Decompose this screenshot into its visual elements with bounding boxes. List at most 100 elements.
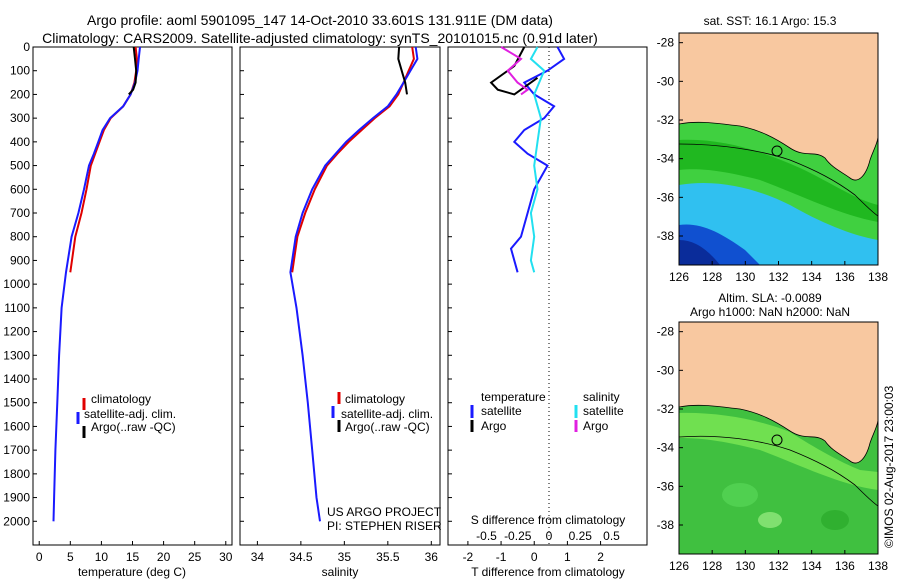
sla-eddy bbox=[722, 483, 758, 507]
depth-tick-label: 100 bbox=[10, 64, 30, 78]
depth-tick-label: 1800 bbox=[3, 467, 30, 481]
series-line-salinity-argo bbox=[500, 46, 530, 96]
depth-tick-label: 1600 bbox=[3, 419, 30, 433]
legend-title-salinity: salinity bbox=[583, 390, 620, 404]
temperature-xlabel: temperature (deg C) bbox=[78, 565, 186, 579]
temperature-legend: climatology satellite-adj. clim. Argo(..… bbox=[76, 392, 176, 438]
lon-tick-label: 130 bbox=[735, 270, 755, 284]
x-tick-label: 25 bbox=[188, 550, 202, 564]
x-tick-label: 2 bbox=[597, 550, 604, 564]
series-line-climatology bbox=[291, 46, 415, 273]
lon-tick-label: 138 bbox=[868, 270, 888, 284]
lon-tick-label: 136 bbox=[835, 270, 855, 284]
depth-tick-label: 600 bbox=[10, 182, 30, 196]
imos-credit: ©IMOS 02-Aug-2017 23:00:03 bbox=[882, 385, 896, 548]
shelf-contour bbox=[679, 435, 878, 507]
x-tick-label: 34 bbox=[251, 550, 265, 564]
depth-tick-label: 1200 bbox=[3, 325, 30, 339]
plot-title-line2: Climatology: CARS2009. Satellite-adjuste… bbox=[42, 30, 598, 46]
x-tick-label: 30 bbox=[219, 550, 233, 564]
lon-tick-label: 126 bbox=[669, 270, 689, 284]
plot-title-line1: Argo profile: aoml 5901095_147 14-Oct-20… bbox=[87, 12, 553, 28]
lon-tick-label: 138 bbox=[868, 559, 888, 573]
sla-shelf-band bbox=[679, 412, 878, 490]
t-difference-label: T difference from climatology bbox=[471, 565, 625, 579]
argo-position-marker bbox=[771, 145, 783, 157]
legend-label-climatology: climatology bbox=[91, 392, 151, 406]
salinity-legend: climatology satellite-adj. clim. Argo(..… bbox=[331, 392, 433, 434]
lat-tick-label: -28 bbox=[657, 325, 675, 339]
sla-map-title: Altim. SLA: -0.0089 bbox=[718, 291, 822, 305]
legend-label-argo: Argo(..raw -QC) bbox=[91, 420, 176, 434]
legend-label-satellite: satellite-adj. clim. bbox=[341, 407, 433, 421]
depth-tick-label: 1700 bbox=[3, 443, 30, 457]
argo-position-marker bbox=[771, 434, 783, 446]
legend-label-s-argo: Argo bbox=[583, 419, 609, 433]
series-line-climatology bbox=[69, 46, 138, 273]
lat-tick-label: -30 bbox=[657, 363, 675, 377]
depth-tick-label: 300 bbox=[10, 111, 30, 125]
depth-tick-label: 1400 bbox=[3, 372, 30, 386]
lon-tick-label: 128 bbox=[702, 559, 722, 573]
lon-tick-label: 130 bbox=[735, 559, 755, 573]
series-line-satellite-adj-clim bbox=[289, 46, 419, 522]
sst-warm-band bbox=[679, 139, 878, 222]
depth-tick-label: 2000 bbox=[3, 514, 30, 528]
lon-tick-label: 126 bbox=[669, 559, 689, 573]
s-tick-label: 0.25 bbox=[569, 529, 593, 543]
x-tick-label: 20 bbox=[157, 550, 171, 564]
x-tick-label: 34.5 bbox=[289, 550, 313, 564]
series-line-argo-raw-qc bbox=[128, 46, 138, 96]
legend-label-argo: Argo(..raw -QC) bbox=[345, 420, 430, 434]
legend-label-t-argo: Argo bbox=[481, 419, 507, 433]
series-line-temperature-satellite bbox=[509, 46, 566, 273]
sla-eddy bbox=[758, 512, 782, 528]
lon-tick-label: 132 bbox=[768, 559, 788, 573]
series-line-salinity-satellite bbox=[529, 46, 546, 273]
lat-tick-label: -38 bbox=[657, 518, 675, 532]
lon-tick-label: 134 bbox=[802, 270, 822, 284]
lon-tick-label: 132 bbox=[768, 270, 788, 284]
lat-tick-label: -32 bbox=[657, 113, 675, 127]
x-tick-label: -1 bbox=[496, 550, 507, 564]
salinity-panel-frame bbox=[239, 46, 441, 546]
depth-tick-label: 500 bbox=[10, 159, 30, 173]
x-tick-label: 0 bbox=[36, 550, 43, 564]
sst-map bbox=[679, 33, 878, 265]
project-annotation: US ARGO PROJECT bbox=[327, 505, 442, 519]
lat-tick-label: -28 bbox=[657, 36, 675, 50]
salinity-xlabel: salinity bbox=[322, 565, 359, 579]
lat-tick-label: -30 bbox=[657, 74, 675, 88]
lon-tick-label: 136 bbox=[835, 559, 855, 573]
lat-tick-label: -34 bbox=[657, 441, 675, 455]
lat-tick-label: -36 bbox=[657, 190, 675, 204]
x-tick-label: -2 bbox=[463, 550, 474, 564]
depth-tick-label: 900 bbox=[10, 253, 30, 267]
depth-tick-label: 200 bbox=[10, 87, 30, 101]
sst-cold-core bbox=[679, 240, 720, 265]
lat-tick-label: -34 bbox=[657, 152, 675, 166]
x-tick-label: 1 bbox=[564, 550, 571, 564]
x-tick-label: 15 bbox=[126, 550, 140, 564]
coastline bbox=[679, 121, 878, 181]
x-tick-label: 36 bbox=[425, 550, 439, 564]
difference-panel-frame bbox=[447, 46, 648, 546]
depth-tick-label: 1300 bbox=[3, 348, 30, 362]
depth-tick-label: 400 bbox=[10, 135, 30, 149]
depth-tick-label: 1500 bbox=[3, 396, 30, 410]
depth-tick-label: 1100 bbox=[4, 301, 30, 315]
pi-annotation: PI: STEPHEN RISER bbox=[327, 519, 442, 533]
x-tick-label: 35.5 bbox=[376, 550, 400, 564]
legend-label-s-satellite: satellite bbox=[583, 404, 624, 418]
x-tick-label: 5 bbox=[67, 550, 74, 564]
x-tick-label: 10 bbox=[95, 550, 109, 564]
depth-tick-label: 1000 bbox=[3, 277, 30, 291]
sla-map-subtitle: Argo h1000: NaN h2000: NaN bbox=[690, 305, 850, 319]
s-tick-label: 0 bbox=[546, 529, 553, 543]
depth-tick-label: 800 bbox=[10, 230, 30, 244]
lat-tick-label: -36 bbox=[657, 479, 675, 493]
lon-tick-label: 128 bbox=[702, 270, 722, 284]
depth-tick-label: 0 bbox=[23, 40, 30, 54]
depth-tick-label: 700 bbox=[10, 206, 30, 220]
legend-label-climatology: climatology bbox=[345, 392, 405, 406]
